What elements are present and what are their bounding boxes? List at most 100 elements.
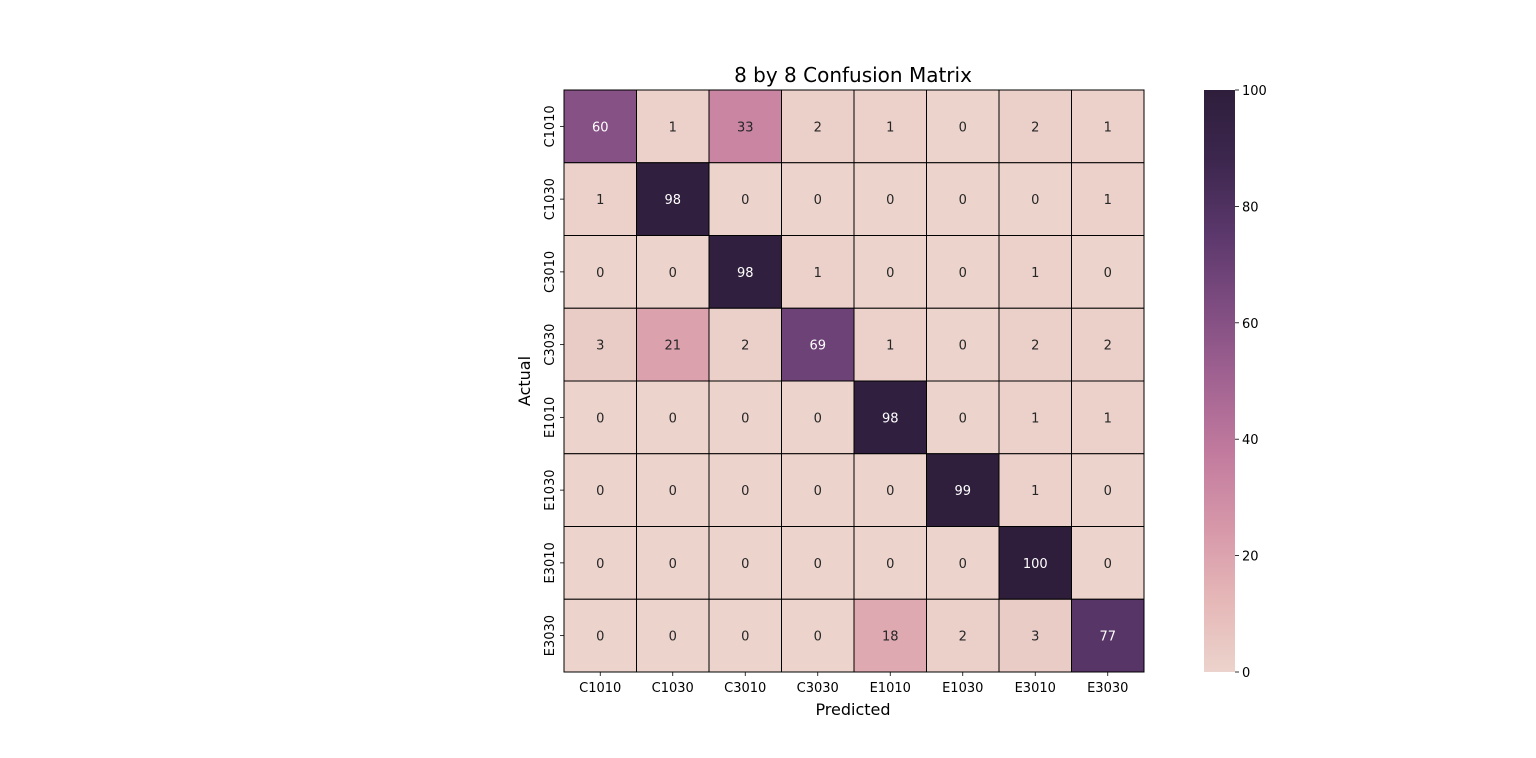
cell-value-label: 0 bbox=[814, 411, 822, 426]
cell-value-label: 2 bbox=[814, 120, 822, 135]
heatmap-cell bbox=[998, 235, 1072, 309]
chart-title: 8 by 8 Confusion Matrix bbox=[734, 63, 972, 87]
x-tick-label: E3010 bbox=[1015, 681, 1056, 696]
cell-value-label: 2 bbox=[1031, 339, 1039, 354]
cell-value-label: 0 bbox=[959, 339, 967, 354]
heatmap-cell bbox=[926, 380, 1000, 455]
cell-value-label: 0 bbox=[596, 484, 604, 499]
cell-value-label: 0 bbox=[886, 193, 894, 208]
cell-value-label: 0 bbox=[959, 120, 967, 135]
heatmap-cell bbox=[853, 89, 927, 164]
cell-value-label: 60 bbox=[592, 120, 609, 135]
x-axis-ticks: C1010 C1030 C3010 C3030 E1010 E1030 E3010 E3030 bbox=[579, 672, 1128, 696]
colorbar-tick-label: 40 bbox=[1242, 433, 1259, 448]
cell-value-label: 0 bbox=[1104, 557, 1112, 572]
cell-value-label: 33 bbox=[737, 120, 754, 135]
x-tick-label: C3030 bbox=[797, 681, 839, 696]
x-axis-label: Predicted bbox=[815, 700, 890, 719]
heatmap-cell bbox=[926, 235, 1000, 309]
heatmap-cell bbox=[636, 89, 710, 164]
heatmap-cell bbox=[781, 235, 855, 309]
cell-value-label: 98 bbox=[737, 266, 754, 281]
heatmap-cell bbox=[853, 307, 927, 382]
colorbar-tick-label: 60 bbox=[1242, 317, 1259, 332]
heatmap-cell bbox=[853, 526, 927, 600]
cell-value-label: 0 bbox=[741, 484, 749, 499]
x-tick-label: E1030 bbox=[942, 681, 983, 696]
cell-value-label: 0 bbox=[596, 411, 604, 426]
heatmap-cell bbox=[998, 453, 1072, 527]
heatmap-cell bbox=[853, 380, 927, 455]
heatmap-cell bbox=[998, 307, 1072, 382]
cell-value-label: 3 bbox=[596, 339, 604, 354]
cell-value-label: 2 bbox=[959, 630, 967, 645]
cell-value-label: 2 bbox=[1104, 339, 1112, 354]
cell-value-label: 0 bbox=[669, 557, 677, 572]
y-axis-label: Actual bbox=[515, 356, 534, 406]
cell-value-label: 1 bbox=[814, 266, 822, 281]
heatmap-cell bbox=[926, 526, 1000, 600]
colorbar-tick-label: 20 bbox=[1242, 550, 1259, 565]
heatmap-cell bbox=[853, 453, 927, 527]
cell-value-label: 0 bbox=[1031, 193, 1039, 208]
cell-value-label: 77 bbox=[1099, 630, 1116, 645]
cell-value-label: 1 bbox=[1104, 120, 1112, 135]
cell-value-label: 21 bbox=[664, 339, 681, 354]
heatmap-cell bbox=[781, 89, 855, 164]
heatmap-cells: 60 1 33 2 1 0 2 11 98 0 0 0 0 0 10 0 98 1 0 0 1 03 21 2 69 1 0 2 20 0… bbox=[563, 89, 1145, 673]
cell-value-label: 0 bbox=[959, 557, 967, 572]
cell-value-label: 0 bbox=[1104, 266, 1112, 281]
cell-value-label: 0 bbox=[669, 411, 677, 426]
cell-value-label: 18 bbox=[882, 630, 899, 645]
colorbar-tick-label: 0 bbox=[1242, 666, 1250, 681]
heatmap-cell bbox=[853, 162, 927, 236]
cell-value-label: 98 bbox=[664, 193, 681, 208]
cell-value-label: 0 bbox=[959, 266, 967, 281]
heatmap-cell bbox=[636, 162, 710, 236]
cell-value-label: 0 bbox=[741, 557, 749, 572]
heatmap-cell bbox=[1071, 162, 1145, 236]
x-tick-label: E1010 bbox=[870, 681, 911, 696]
heatmap-cell bbox=[1071, 89, 1145, 164]
cell-value-label: 3 bbox=[1031, 630, 1039, 645]
y-tick-label: C3010 bbox=[543, 251, 558, 293]
heatmap-cell bbox=[708, 598, 782, 673]
y-tick-label: E3030 bbox=[543, 615, 558, 656]
cell-value-label: 1 bbox=[1104, 411, 1112, 426]
heatmap-cell bbox=[781, 307, 855, 382]
cell-value-label: 100 bbox=[1023, 557, 1048, 572]
heatmap-cell bbox=[781, 162, 855, 236]
heatmap-cell bbox=[708, 235, 782, 309]
heatmap-cell bbox=[636, 453, 710, 527]
heatmap-cell bbox=[926, 89, 1000, 164]
cell-value-label: 0 bbox=[814, 484, 822, 499]
cell-value-label: 99 bbox=[954, 484, 971, 499]
cell-value-label: 0 bbox=[814, 630, 822, 645]
cell-value-label: 0 bbox=[814, 193, 822, 208]
y-tick-label: C1010 bbox=[543, 105, 558, 147]
cell-value-label: 2 bbox=[1031, 120, 1039, 135]
heatmap-cell bbox=[708, 380, 782, 455]
cell-value-label: 2 bbox=[741, 339, 749, 354]
cell-value-label: 0 bbox=[596, 557, 604, 572]
heatmap-cell bbox=[926, 453, 1000, 527]
heatmap-cell bbox=[708, 307, 782, 382]
cell-value-label: 0 bbox=[959, 411, 967, 426]
cell-value-label: 1 bbox=[1031, 484, 1039, 499]
y-tick-label: C1030 bbox=[543, 178, 558, 220]
heatmap-cell bbox=[998, 380, 1072, 455]
heatmap-cell bbox=[853, 598, 927, 673]
cell-value-label: 1 bbox=[596, 193, 604, 208]
cell-value-label: 0 bbox=[669, 266, 677, 281]
cell-value-label: 0 bbox=[886, 266, 894, 281]
heatmap-cell bbox=[708, 89, 782, 164]
x-tick-label: C3010 bbox=[724, 681, 766, 696]
heatmap-cell bbox=[926, 162, 1000, 236]
cell-value-label: 0 bbox=[886, 557, 894, 572]
cell-value-label: 98 bbox=[882, 411, 899, 426]
heatmap-cell bbox=[1071, 235, 1145, 309]
heatmap-cell bbox=[1071, 453, 1145, 527]
cell-value-label: 0 bbox=[886, 484, 894, 499]
